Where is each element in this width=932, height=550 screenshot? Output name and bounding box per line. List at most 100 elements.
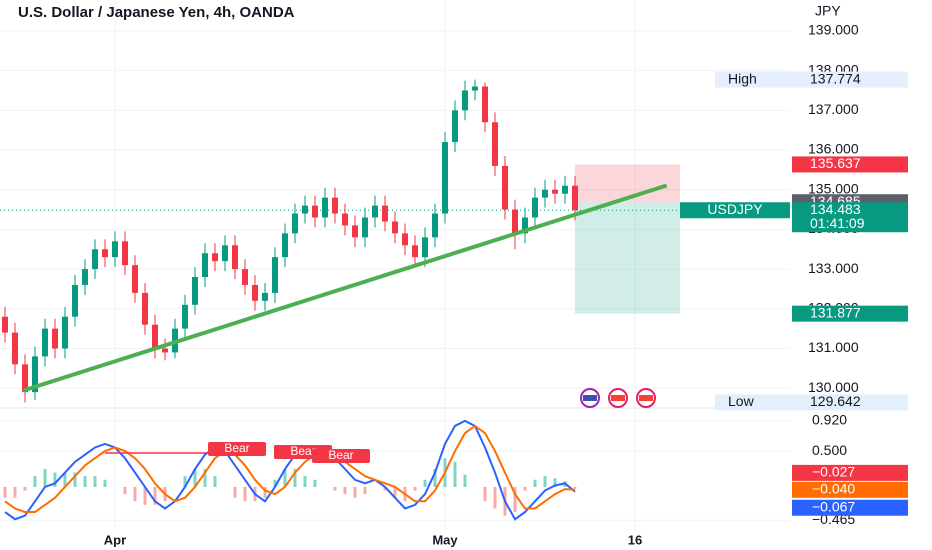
candle-body: [162, 348, 168, 353]
candle-body: [552, 189, 558, 194]
candle-body: [102, 249, 108, 258]
candle-body: [362, 217, 368, 238]
histogram-bar: [573, 486, 577, 489]
histogram-bar: [63, 472, 67, 487]
histogram-bar: [533, 479, 537, 487]
histogram-bar: [153, 486, 157, 505]
candle-body: [142, 292, 148, 325]
candles: [2, 79, 578, 403]
candle-body: [532, 197, 538, 218]
price-box: [792, 156, 908, 173]
y-tick-label: 130.000: [808, 379, 859, 395]
macd-line: [4, 419, 576, 521]
price-box: [792, 202, 908, 233]
candle-body: [32, 356, 38, 393]
bear-labels: Bear Bear Bear: [208, 441, 370, 463]
indicator-value-box: [792, 464, 908, 481]
indicator-value-label: −0.067: [812, 498, 855, 514]
extreme-box: [715, 394, 908, 411]
histogram-bar: [143, 486, 147, 505]
candle-body: [152, 324, 158, 349]
candle-body: [522, 217, 528, 234]
histogram-bar: [53, 472, 57, 487]
candle-body: [262, 292, 268, 301]
histogram-bar: [213, 476, 217, 487]
candle-body: [182, 304, 188, 329]
histogram-bar: [433, 469, 437, 487]
candle-body: [202, 253, 208, 278]
histogram-bar: [83, 476, 87, 487]
candle-body: [572, 185, 578, 211]
chart-title: U.S. Dollar / Japanese Yen, 4h, OANDA: [18, 4, 295, 21]
candle-body: [432, 213, 438, 238]
symbol-box: [680, 202, 790, 219]
histogram-bar: [313, 479, 317, 487]
histogram-bar: [333, 486, 337, 491]
histogram-bar: [3, 486, 7, 498]
y-axis-label: JPY: [815, 3, 841, 19]
price-axis: 130.000131.000132.000133.000134.000135.0…: [680, 22, 908, 527]
bear-box: [312, 449, 370, 463]
x-tick-label: May: [432, 532, 458, 547]
candle-body: [282, 233, 288, 258]
histogram-bar: [43, 469, 47, 487]
candle-body: [342, 213, 348, 226]
y-tick-label: 0.920: [812, 412, 847, 428]
symbol-label: USDJPY: [707, 201, 763, 217]
histogram-bar: [483, 486, 487, 502]
histogram-bar: [133, 486, 137, 502]
x-tick-label: 16: [628, 532, 642, 547]
histogram-bar: [383, 486, 387, 491]
candle-body: [232, 245, 238, 270]
macd-line: [4, 424, 576, 514]
y-tick-label: 136.000: [808, 141, 859, 157]
indicator-value-label: −0.027: [812, 464, 855, 480]
histogram-bar: [283, 469, 287, 487]
histogram-bar: [13, 486, 17, 498]
histogram-bar: [243, 486, 247, 502]
y-tick-label: 135.000: [808, 180, 859, 196]
histogram-bar: [553, 478, 557, 487]
candle-body: [372, 205, 378, 218]
target-zone: [575, 202, 680, 314]
candle-body: [382, 205, 388, 222]
histogram-bar: [463, 474, 467, 487]
candle-body: [242, 269, 248, 285]
candle-body: [462, 90, 468, 111]
histogram-bar: [93, 476, 97, 487]
candle-body: [562, 185, 568, 194]
candle-body: [502, 165, 508, 210]
candle-body: [492, 122, 498, 166]
candle-body: [422, 237, 428, 258]
event-icons: [580, 388, 656, 408]
histogram-bar: [23, 486, 27, 491]
indicator-value-box: [792, 499, 908, 516]
candle-body: [192, 277, 198, 305]
candle-body: [2, 316, 8, 333]
candle-body: [112, 241, 118, 258]
histogram-bar: [183, 476, 187, 487]
grid: [0, 0, 790, 530]
candle-body: [392, 221, 398, 234]
histogram-bar: [203, 469, 207, 487]
histogram-bar: [353, 486, 357, 498]
histogram-bar: [363, 486, 367, 495]
candle-body: [132, 265, 138, 293]
histogram-bar: [303, 476, 307, 487]
price-label: 129.642: [810, 393, 861, 409]
indicator-value-box: [792, 481, 908, 498]
candle-body: [542, 189, 548, 198]
candle-body: [472, 86, 478, 91]
histogram-bar: [233, 486, 237, 498]
candle-body: [332, 197, 338, 214]
candle-body: [52, 328, 58, 349]
bear-box: [208, 442, 266, 456]
candle-body: [82, 269, 88, 285]
price-label: 131.877: [810, 304, 861, 320]
price-label: 134.483: [810, 201, 861, 217]
histogram-bar: [73, 472, 77, 487]
extreme-box: [715, 71, 908, 88]
trend-line: [23, 184, 667, 392]
candle-body: [292, 213, 298, 234]
